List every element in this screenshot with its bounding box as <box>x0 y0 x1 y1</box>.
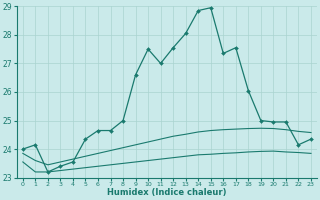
X-axis label: Humidex (Indice chaleur): Humidex (Indice chaleur) <box>107 188 227 197</box>
